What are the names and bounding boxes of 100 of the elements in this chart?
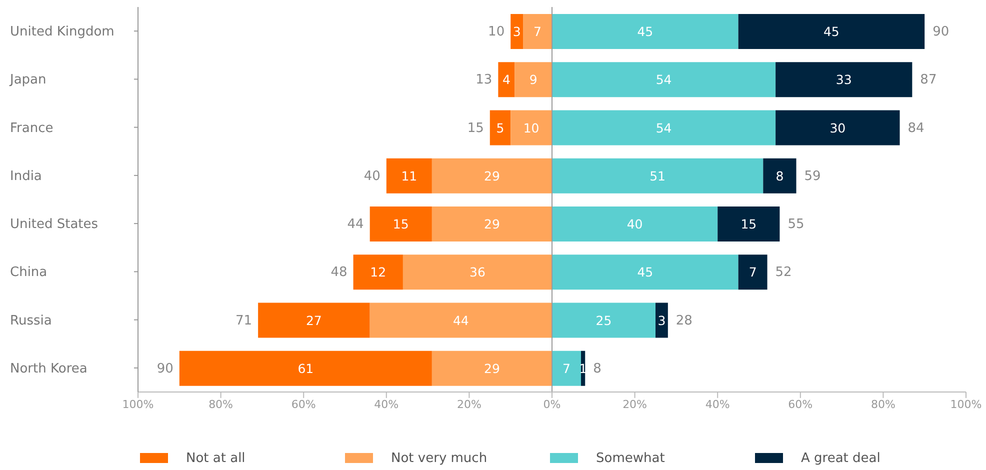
bar bbox=[510, 110, 552, 146]
data-label: 5 bbox=[496, 120, 504, 136]
x-tick-label: 60% bbox=[291, 398, 316, 411]
bar bbox=[179, 350, 432, 386]
bar bbox=[498, 62, 515, 98]
data-label: 7 bbox=[534, 24, 542, 39]
y-tick-label: France bbox=[10, 120, 54, 136]
bar bbox=[552, 206, 718, 242]
data-label: 8 bbox=[776, 168, 784, 184]
x-tick-label: 100% bbox=[122, 398, 154, 411]
data-label: 54 bbox=[656, 72, 672, 88]
data-label: 44 bbox=[452, 312, 469, 328]
data-label: 27 bbox=[306, 312, 322, 328]
bar bbox=[776, 110, 900, 146]
bar bbox=[738, 254, 768, 290]
bar bbox=[552, 14, 738, 49]
data-label: 33 bbox=[836, 72, 852, 88]
annotation: 13 bbox=[476, 72, 492, 88]
bar bbox=[552, 254, 738, 290]
data-label: 3 bbox=[512, 24, 521, 39]
annotation: 15 bbox=[467, 120, 484, 136]
annotation: 52 bbox=[775, 265, 792, 280]
annotation: 10 bbox=[488, 24, 505, 40]
bar bbox=[552, 62, 776, 98]
data-label: 54 bbox=[656, 120, 672, 136]
data-label: 45 bbox=[637, 264, 654, 280]
bar bbox=[718, 206, 780, 242]
x-tick-label: 60% bbox=[788, 398, 813, 411]
bar bbox=[432, 206, 552, 242]
x-tick-label: 0% bbox=[543, 398, 561, 411]
y-tick-label: Japan bbox=[9, 72, 46, 88]
y-tick-label: Russia bbox=[10, 313, 52, 328]
data-label: 3 bbox=[658, 312, 666, 328]
bar bbox=[763, 158, 796, 194]
bar bbox=[656, 302, 668, 338]
x-tick-label: 80% bbox=[870, 398, 896, 411]
data-label: 40 bbox=[626, 216, 643, 232]
data-label: 61 bbox=[298, 360, 314, 376]
data-label: 30 bbox=[830, 120, 846, 136]
data-label: 45 bbox=[823, 24, 840, 39]
bar bbox=[552, 158, 764, 194]
y-tick-label: North Korea bbox=[10, 361, 88, 376]
data-label: 45 bbox=[637, 24, 654, 39]
annotation: 48 bbox=[330, 265, 348, 280]
data-label: 51 bbox=[650, 168, 666, 184]
bar bbox=[402, 254, 552, 290]
bar bbox=[523, 14, 552, 49]
bar bbox=[432, 350, 552, 386]
x-tick-label: 20% bbox=[622, 398, 648, 411]
data-label: 36 bbox=[470, 264, 486, 280]
bar bbox=[353, 254, 403, 290]
x-tick-label: 40% bbox=[705, 398, 730, 411]
data-label: 29 bbox=[484, 168, 500, 184]
bar bbox=[386, 158, 432, 194]
annotation: 55 bbox=[788, 217, 804, 232]
bar bbox=[510, 14, 524, 49]
bar bbox=[370, 302, 552, 338]
annotation: 28 bbox=[676, 313, 692, 328]
x-tick-label: 80% bbox=[208, 398, 234, 411]
y-tick-label: China bbox=[10, 265, 48, 280]
x-tick-label: 20% bbox=[456, 398, 482, 411]
legend-label: Not at all bbox=[186, 450, 246, 466]
bar bbox=[738, 14, 925, 49]
annotation: 90 bbox=[932, 24, 950, 40]
bar bbox=[552, 110, 776, 146]
data-label: 15 bbox=[392, 216, 409, 232]
y-tick-label: India bbox=[10, 168, 42, 184]
legend-label: Somewhat bbox=[596, 450, 665, 466]
data-label: 7 bbox=[562, 360, 570, 376]
bar bbox=[370, 206, 432, 242]
annotation: 40 bbox=[364, 168, 380, 184]
data-label: 15 bbox=[740, 216, 757, 232]
data-label: 12 bbox=[370, 264, 386, 280]
legend-label: Not very much bbox=[391, 450, 488, 466]
legend-label: A great deal bbox=[801, 450, 880, 466]
bar bbox=[552, 350, 581, 386]
data-label: 29 bbox=[484, 360, 500, 376]
data-label: 25 bbox=[596, 312, 612, 328]
bar bbox=[552, 302, 656, 338]
annotation: 71 bbox=[236, 313, 252, 328]
annotation: 8 bbox=[593, 361, 602, 376]
y-tick-label: United States bbox=[10, 217, 98, 232]
bar bbox=[432, 158, 552, 194]
x-tick-label: 40% bbox=[374, 398, 399, 411]
annotation: 90 bbox=[156, 361, 174, 376]
annotation: 87 bbox=[920, 72, 937, 88]
data-label: 7 bbox=[748, 264, 757, 280]
data-label: 10 bbox=[523, 120, 540, 136]
bar bbox=[490, 110, 511, 146]
data-label: 9 bbox=[529, 72, 538, 88]
bar bbox=[776, 62, 912, 98]
bar bbox=[514, 62, 552, 98]
data-label: 4 bbox=[502, 72, 510, 88]
data-label: 29 bbox=[484, 216, 500, 232]
annotation: 59 bbox=[804, 168, 821, 184]
annotation: 44 bbox=[347, 217, 364, 232]
y-tick-label: United Kingdom bbox=[10, 24, 114, 40]
annotation: 84 bbox=[908, 120, 924, 136]
x-tick-label: 100% bbox=[950, 398, 982, 411]
data-label: 11 bbox=[401, 168, 418, 184]
